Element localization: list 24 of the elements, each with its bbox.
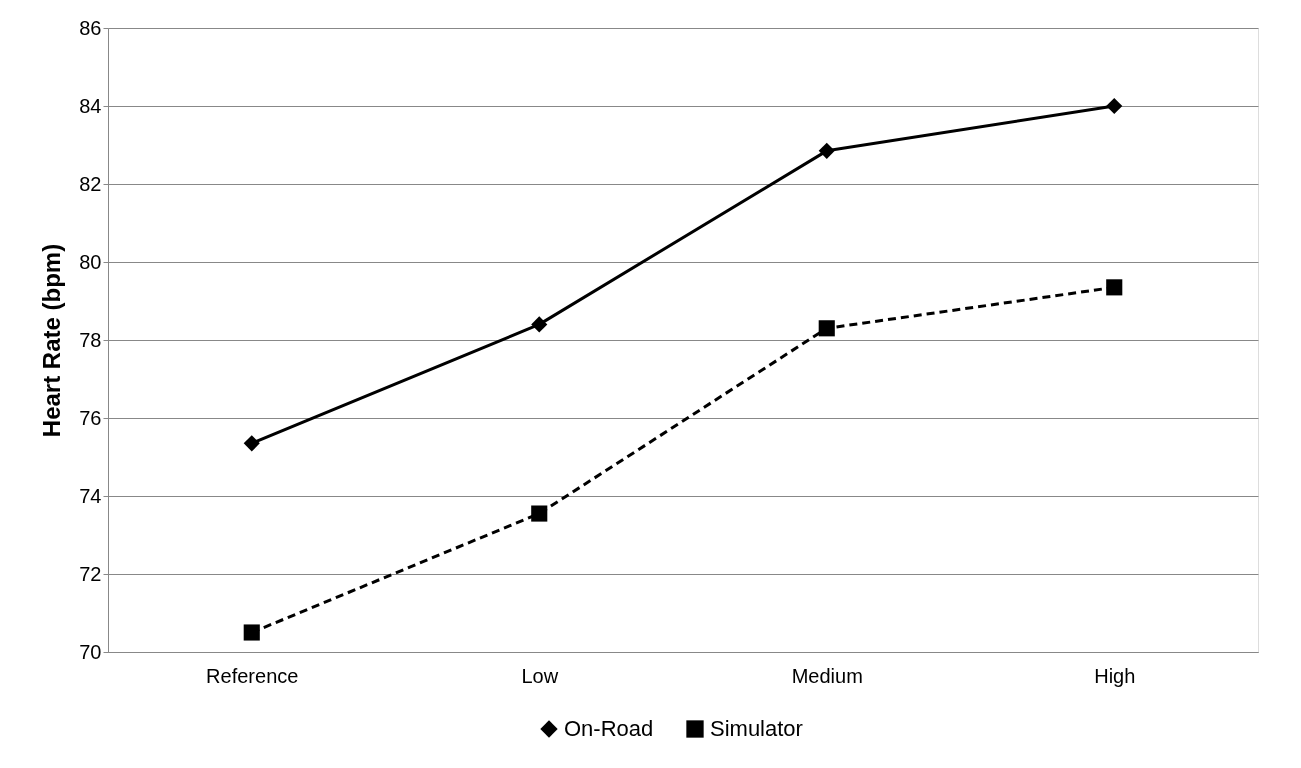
point bbox=[243, 435, 260, 452]
point bbox=[818, 320, 835, 337]
y-tick-label: 82 bbox=[79, 172, 102, 195]
y-tick-label: 72 bbox=[79, 562, 102, 585]
x-tick-label: Reference bbox=[206, 664, 299, 687]
point bbox=[1106, 97, 1123, 115]
legend-label: On-Road bbox=[564, 716, 654, 741]
y-tick-label: 70 bbox=[79, 640, 102, 663]
point bbox=[531, 505, 548, 522]
point bbox=[1106, 279, 1123, 296]
x-tick-label: Low bbox=[521, 664, 559, 687]
y-tick-label: 84 bbox=[79, 94, 102, 117]
y-tick-label: 74 bbox=[79, 484, 102, 507]
y-axis-title: Heart Rate (bpm) bbox=[38, 243, 66, 438]
y-tick-label: 80 bbox=[79, 250, 102, 273]
legend-label: Simulator bbox=[710, 716, 803, 741]
x-tick-label: High bbox=[1094, 664, 1136, 687]
y-tick-label: 86 bbox=[79, 16, 102, 39]
y-tick-label: 78 bbox=[79, 328, 102, 351]
point bbox=[818, 142, 835, 159]
point bbox=[531, 316, 548, 333]
point bbox=[243, 624, 260, 641]
y-tick-label: 76 bbox=[79, 406, 102, 429]
x-tick-label: Medium bbox=[791, 664, 863, 687]
